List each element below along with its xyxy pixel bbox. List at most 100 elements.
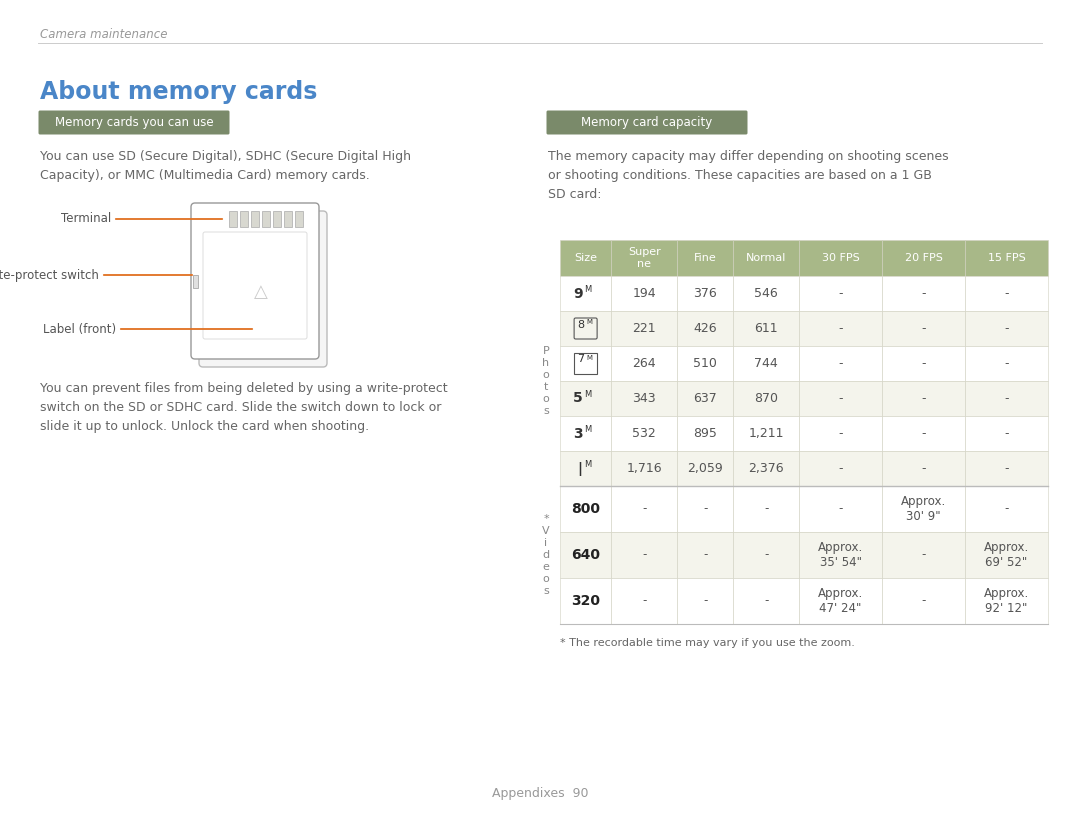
Bar xyxy=(882,451,966,486)
FancyBboxPatch shape xyxy=(191,203,319,359)
Bar xyxy=(251,211,259,227)
Text: -: - xyxy=(838,357,842,370)
Text: Approx.
92' 12": Approx. 92' 12" xyxy=(984,587,1029,615)
Bar xyxy=(561,240,611,276)
Bar xyxy=(229,211,237,227)
Text: 800: 800 xyxy=(571,502,600,516)
Bar xyxy=(561,451,611,486)
Bar xyxy=(966,532,1048,578)
Bar xyxy=(966,416,1048,451)
Bar xyxy=(882,416,966,451)
Text: P
h
o
t
o
s: P h o t o s xyxy=(542,346,550,416)
Bar xyxy=(799,532,882,578)
Bar xyxy=(240,211,248,227)
Bar xyxy=(733,532,799,578)
Text: 264: 264 xyxy=(633,357,656,370)
Bar xyxy=(677,532,733,578)
Text: Camera maintenance: Camera maintenance xyxy=(40,28,167,41)
Text: About memory cards: About memory cards xyxy=(40,80,318,104)
Text: -: - xyxy=(703,503,707,516)
Text: △: △ xyxy=(254,283,268,301)
Bar xyxy=(561,381,611,416)
Bar xyxy=(677,276,733,311)
Text: 5: 5 xyxy=(572,391,582,406)
Bar xyxy=(677,381,733,416)
Text: -: - xyxy=(921,427,926,440)
Bar xyxy=(611,381,677,416)
Text: *
V
i
d
e
o
s: * V i d e o s xyxy=(542,514,550,596)
Text: -: - xyxy=(838,427,842,440)
Text: 1,716: 1,716 xyxy=(626,462,662,475)
Text: Fine: Fine xyxy=(693,253,716,263)
Bar xyxy=(561,276,611,311)
Bar xyxy=(733,416,799,451)
Text: 895: 895 xyxy=(693,427,717,440)
Text: -: - xyxy=(1004,462,1009,475)
Bar xyxy=(561,486,611,532)
Bar xyxy=(677,486,733,532)
Text: -: - xyxy=(838,287,842,300)
Text: -: - xyxy=(1004,287,1009,300)
Bar xyxy=(611,416,677,451)
Text: -: - xyxy=(921,594,926,607)
Bar xyxy=(677,240,733,276)
Text: M: M xyxy=(584,425,592,434)
Text: Approx.
30' 9": Approx. 30' 9" xyxy=(901,495,946,523)
Bar xyxy=(966,451,1048,486)
Bar xyxy=(677,346,733,381)
Bar xyxy=(611,532,677,578)
Bar xyxy=(882,578,966,624)
Text: M: M xyxy=(586,355,593,360)
Text: -: - xyxy=(921,462,926,475)
Text: Size: Size xyxy=(575,253,597,263)
Text: -: - xyxy=(642,594,646,607)
Text: -: - xyxy=(838,322,842,335)
Text: -: - xyxy=(921,548,926,562)
Text: You can use SD (Secure Digital), SDHC (Secure Digital High
Capacity), or MMC (Mu: You can use SD (Secure Digital), SDHC (S… xyxy=(40,150,411,182)
Bar xyxy=(799,240,882,276)
Bar xyxy=(677,578,733,624)
Text: -: - xyxy=(703,594,707,607)
Text: Approx.
35' 54": Approx. 35' 54" xyxy=(818,541,863,569)
Text: -: - xyxy=(1004,392,1009,405)
Bar xyxy=(966,346,1048,381)
Text: Memory cards you can use: Memory cards you can use xyxy=(55,116,214,129)
Text: Normal: Normal xyxy=(746,253,786,263)
Bar xyxy=(193,275,198,288)
Text: -: - xyxy=(838,503,842,516)
Bar xyxy=(882,532,966,578)
Text: 2,376: 2,376 xyxy=(748,462,784,475)
Text: -: - xyxy=(764,594,768,607)
FancyBboxPatch shape xyxy=(199,211,327,367)
Text: 1,211: 1,211 xyxy=(748,427,784,440)
Text: You can prevent files from being deleted by using a write-protect
switch on the : You can prevent files from being deleted… xyxy=(40,382,447,433)
Text: 9: 9 xyxy=(573,287,582,301)
Bar xyxy=(611,451,677,486)
Text: -: - xyxy=(921,322,926,335)
Text: 376: 376 xyxy=(693,287,717,300)
Bar xyxy=(561,416,611,451)
Bar xyxy=(799,381,882,416)
Text: 426: 426 xyxy=(693,322,717,335)
Bar xyxy=(733,451,799,486)
Text: M: M xyxy=(584,390,592,399)
Bar xyxy=(677,416,733,451)
Bar xyxy=(799,451,882,486)
Text: -: - xyxy=(838,392,842,405)
Text: -: - xyxy=(642,503,646,516)
Bar xyxy=(611,276,677,311)
Text: 320: 320 xyxy=(571,594,600,608)
Bar xyxy=(611,486,677,532)
Bar xyxy=(262,211,270,227)
Bar xyxy=(966,486,1048,532)
Bar xyxy=(733,381,799,416)
Text: 744: 744 xyxy=(754,357,778,370)
Bar xyxy=(677,311,733,346)
Bar xyxy=(966,311,1048,346)
Text: -: - xyxy=(921,287,926,300)
Text: M: M xyxy=(586,319,593,325)
Text: 2,059: 2,059 xyxy=(687,462,723,475)
Text: 8: 8 xyxy=(578,319,584,329)
Text: * The recordable time may vary if you use the zoom.: * The recordable time may vary if you us… xyxy=(561,638,855,648)
Text: -: - xyxy=(838,462,842,475)
